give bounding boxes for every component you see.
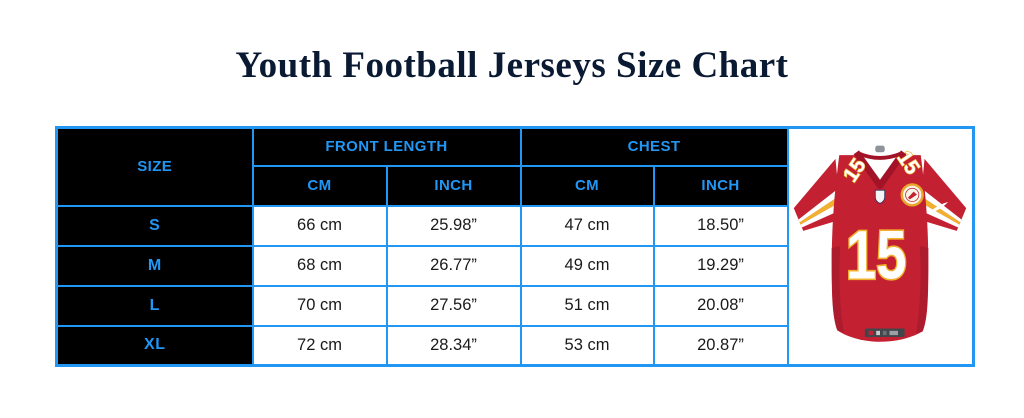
front-length-inch-value: 25.98” (385, 204, 522, 247)
column-header-chest: CHEST (519, 126, 789, 167)
size-chart-table: SIZE FRONT LENGTH CHEST (55, 126, 976, 367)
hanger-loop (875, 145, 886, 152)
neck-opening (856, 152, 904, 185)
front-length-inch-value: 28.34” (385, 324, 522, 367)
chest-inch-value: 20.87” (652, 324, 789, 367)
table-row-l: L 70 cm 27.56” 51 cm 20.08” (55, 284, 974, 327)
size-label: M (55, 244, 254, 287)
subheader-front-inch: INCH (385, 164, 522, 207)
table-row-m: M 68 cm 26.77” 49 cm 19.29” (55, 244, 974, 287)
jersey-image-cell: 15 15 15 (786, 126, 975, 367)
chest-cm-value: 51 cm (519, 284, 655, 327)
chest-cm-value: 47 cm (519, 204, 655, 247)
page-title: Youth Football Jerseys Size Chart (235, 45, 789, 86)
jersey-image: 15 15 15 (789, 132, 973, 362)
subheader-front-cm: CM (251, 164, 388, 207)
front-length-cm-value: 70 cm (251, 284, 388, 327)
chiefs-team-patch-icon (900, 182, 925, 207)
subheader-chest-cm: CM (519, 164, 655, 207)
front-length-cm-value: 68 cm (251, 244, 388, 287)
chest-inch-value: 20.08” (652, 284, 789, 327)
jock-tag (865, 327, 905, 337)
chest-inch-value: 18.50” (652, 204, 789, 247)
red-football-jersey-illustration: 15 15 15 (794, 145, 967, 342)
chest-cm-value: 53 cm (519, 324, 655, 367)
front-length-cm-value: 66 cm (251, 204, 388, 247)
table-row-xl: XL 72 cm 28.34” 53 cm 20.87” (55, 324, 974, 367)
v-neck-collar-trim (853, 149, 907, 189)
nfl-shield-icon (875, 189, 886, 204)
table-row-s: S 66 cm 25.98” 47 cm 18.50” (55, 204, 974, 247)
size-label: XL (55, 324, 254, 367)
jersey-side-mesh (831, 245, 845, 332)
jersey-left-sleeve (794, 158, 842, 231)
column-header-size: SIZE (55, 126, 254, 207)
size-label: L (55, 284, 254, 327)
subheader-chest-inch: INCH (652, 164, 789, 207)
size-label: S (55, 204, 254, 247)
jersey-chest-number: 15 (846, 217, 907, 293)
front-length-cm-value: 72 cm (251, 324, 388, 367)
nike-swoosh-icon (931, 201, 949, 212)
chest-inch-value: 19.29” (652, 244, 789, 287)
chest-cm-value: 49 cm (519, 244, 655, 287)
column-header-front-length: FRONT LENGTH (251, 126, 522, 167)
front-length-inch-value: 27.56” (385, 284, 522, 327)
front-length-inch-value: 26.77” (385, 244, 522, 287)
jersey-side-mesh (916, 245, 929, 333)
